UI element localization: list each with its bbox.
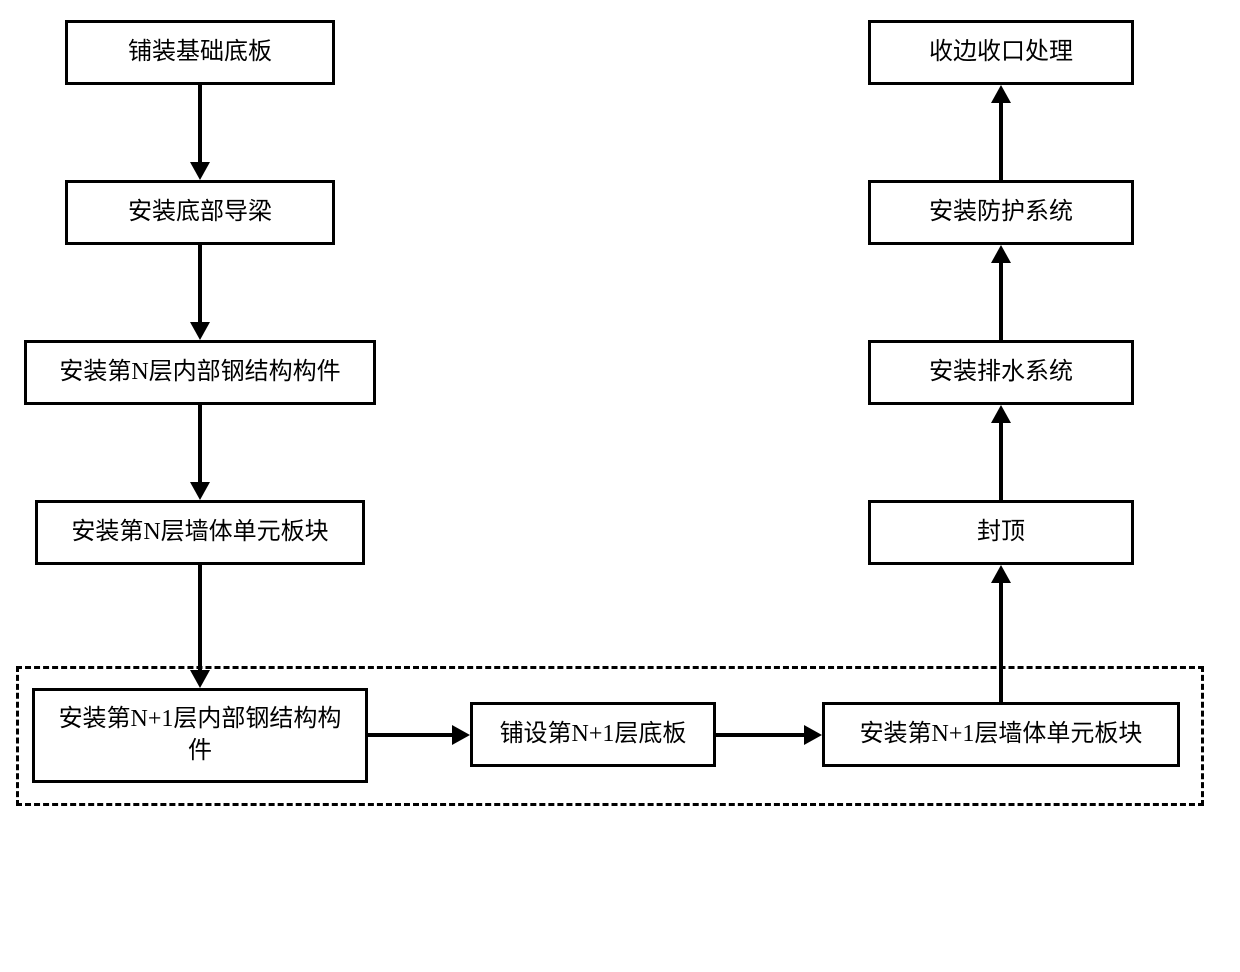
node-roof-closure: 封顶: [868, 500, 1134, 565]
arrow-head-icon: [991, 245, 1011, 263]
arrow-up-icon: [999, 103, 1003, 180]
node-label: 安装第N层内部钢结构构件: [59, 357, 340, 388]
node-layer-n1-steel: 安装第N+1层内部钢结构构件: [32, 688, 368, 783]
arrow-right-icon: [716, 733, 804, 737]
node-label: 安装排水系统: [929, 357, 1073, 388]
flowchart-container: 铺装基础底板 安装底部导梁 安装第N层内部钢结构构件 安装第N层墙体单元板块 安…: [0, 0, 1240, 972]
arrow-down-icon: [198, 405, 202, 482]
arrow-head-icon: [190, 482, 210, 500]
arrow-down-icon: [198, 245, 202, 322]
node-bottom-guide-beam: 安装底部导梁: [65, 180, 335, 245]
node-label: 安装第N层墙体单元板块: [71, 517, 328, 548]
node-layer-n1-floor: 铺设第N+1层底板: [470, 702, 716, 767]
node-label: 安装第N+1层内部钢结构构件: [47, 704, 353, 766]
node-label: 收边收口处理: [929, 37, 1073, 68]
node-label: 安装防护系统: [929, 197, 1073, 228]
node-label: 封顶: [977, 517, 1025, 548]
node-label: 铺装基础底板: [128, 37, 272, 68]
node-layer-n-wall: 安装第N层墙体单元板块: [35, 500, 365, 565]
arrow-up-icon: [999, 263, 1003, 340]
node-base-plate: 铺装基础底板: [65, 20, 335, 85]
arrow-head-icon: [991, 565, 1011, 583]
arrow-head-icon: [190, 162, 210, 180]
node-label: 安装第N+1层墙体单元板块: [860, 719, 1143, 750]
node-label: 安装底部导梁: [128, 197, 272, 228]
arrow-head-icon: [190, 322, 210, 340]
arrow-down-icon: [198, 85, 202, 162]
node-layer-n-steel: 安装第N层内部钢结构构件: [24, 340, 376, 405]
arrow-up-icon: [999, 583, 1003, 702]
arrow-head-icon: [991, 405, 1011, 423]
arrow-head-icon: [452, 725, 470, 745]
arrow-head-icon: [190, 670, 210, 688]
node-layer-n1-wall: 安装第N+1层墙体单元板块: [822, 702, 1180, 767]
node-drainage: 安装排水系统: [868, 340, 1134, 405]
node-edge-finishing: 收边收口处理: [868, 20, 1134, 85]
arrow-right-icon: [368, 733, 452, 737]
node-protection: 安装防护系统: [868, 180, 1134, 245]
arrow-head-icon: [804, 725, 822, 745]
arrow-down-icon: [198, 565, 202, 670]
arrow-head-icon: [991, 85, 1011, 103]
node-label: 铺设第N+1层底板: [500, 719, 687, 750]
arrow-up-icon: [999, 423, 1003, 500]
